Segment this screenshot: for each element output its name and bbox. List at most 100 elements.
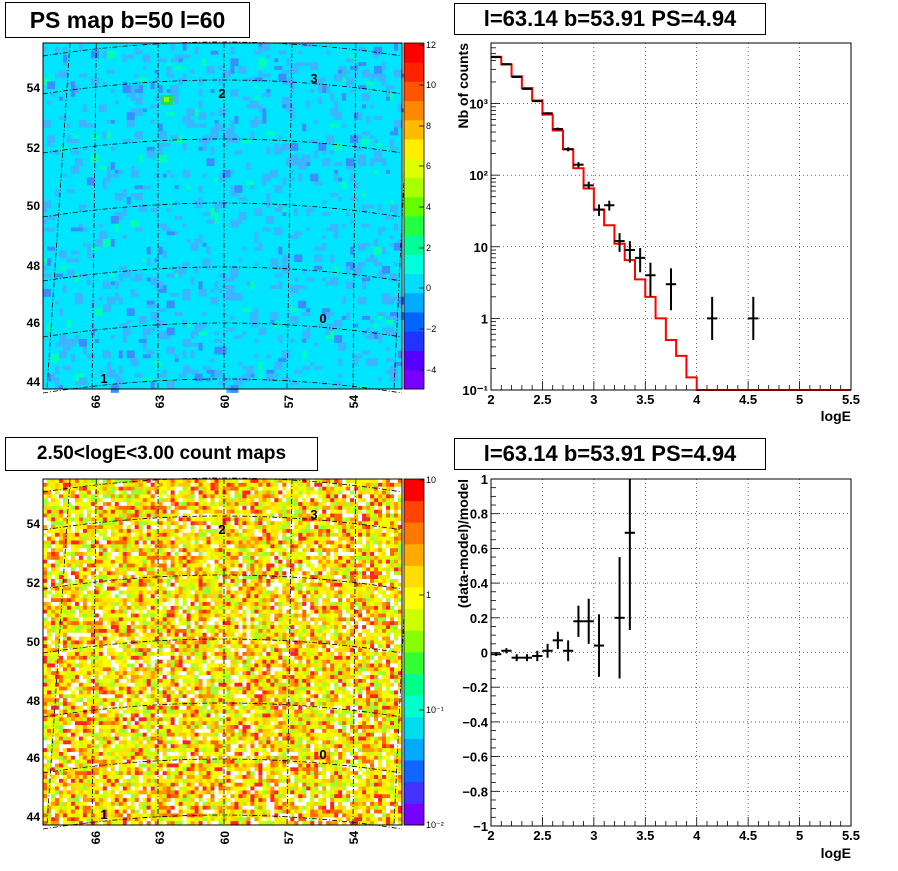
longitude-line xyxy=(352,478,357,826)
spectrum-x-tick-label: 4 xyxy=(693,392,701,407)
spectrum-y-tick-label: 10³ xyxy=(469,97,488,112)
longitude-line xyxy=(91,478,97,826)
residual-data-point xyxy=(491,652,502,656)
spectrum-y-tick-label: 1 xyxy=(481,311,488,326)
latitude-line xyxy=(42,574,403,590)
residuals-panel: 2 2.5 3 3.5 4 4.5 5 5.5 −1 −0.8 −0.6 −0.4 −0.2 0 0.2 0… xyxy=(455,472,860,861)
colorbar-segment xyxy=(404,139,424,159)
residual-data-point xyxy=(593,614,605,677)
spectrum-panel: 2 2.5 3 3.5 4 4.5 5 5.5 10⁻¹ 1 10 10² 10³ logE Nb o… xyxy=(455,42,860,424)
spectrum-data-point xyxy=(748,296,759,340)
map-x-tick-label: 57 xyxy=(282,395,296,409)
colorbar-segment xyxy=(404,369,424,390)
map-x-tick-label: 60 xyxy=(218,395,232,409)
colorbar-segment xyxy=(404,196,424,217)
residuals-y-tick-label: −0.6 xyxy=(462,750,488,765)
residuals-y-tick-label: 0.6 xyxy=(470,541,488,556)
colorbar-segment xyxy=(404,235,424,255)
colorbar-segment xyxy=(404,158,424,178)
colorbar-tick-label: −4 xyxy=(426,365,436,375)
residuals-x-tick-label: 3 xyxy=(590,828,597,843)
residuals-frame xyxy=(490,478,852,827)
spectrum-data-point xyxy=(635,248,646,273)
count-map-title: 2.50<logE<3.00 count maps xyxy=(5,437,318,471)
residual-data-point xyxy=(542,643,553,658)
residual-data-point xyxy=(563,640,574,662)
spectrum-y-label: Nb of counts xyxy=(455,43,471,129)
latitude-line xyxy=(42,814,403,830)
map-y-tick-label: 48 xyxy=(27,259,41,273)
spectrum-title: l=63.14 b=53.91 PS=4.94 xyxy=(454,3,766,35)
residuals-title: l=63.14 b=53.91 PS=4.94 xyxy=(454,438,766,470)
colorbar-segment xyxy=(404,479,424,502)
source-label: 2 xyxy=(218,522,225,537)
map-x-tick-label: 66 xyxy=(89,395,103,409)
spectrum-data-point xyxy=(532,100,543,103)
colorbar-segment xyxy=(404,760,424,783)
residual-data-point xyxy=(573,605,584,637)
spectrum-x-tick-label: 4.5 xyxy=(739,392,757,407)
colorbar-segment xyxy=(404,81,424,102)
colorbar-segment xyxy=(404,254,424,275)
ps-map-heatmap xyxy=(43,43,406,393)
colorbar-segment xyxy=(404,350,424,371)
model-step-line xyxy=(491,55,851,391)
residuals-y-tick-label: 0.4 xyxy=(470,576,489,591)
longitude-line xyxy=(91,42,97,390)
spectrum-x-tick-labels: 2 2.5 3 3.5 4 4.5 5 5.5 xyxy=(487,392,860,407)
count-map-frame xyxy=(42,478,403,826)
colorbar-segment xyxy=(404,43,424,63)
latitude-line xyxy=(42,515,403,531)
source-label: 2 xyxy=(218,86,225,101)
spectrum-x-label: logE xyxy=(821,408,851,424)
count-map-colorbar-tick-labels: 10 1 10⁻¹ 10⁻² xyxy=(419,475,444,830)
residuals-y-tick-label: −1 xyxy=(473,819,488,834)
colorbar-tick-label: 10 xyxy=(426,475,436,485)
residuals-x-tick-label: 3.5 xyxy=(636,828,654,843)
residual-data-point xyxy=(501,648,512,654)
residual-data-point xyxy=(511,654,522,662)
spectrum-data-point xyxy=(511,75,522,78)
map-y-tick-label: 48 xyxy=(27,694,41,708)
spectrum-data-point xyxy=(573,162,584,168)
source-label: 3 xyxy=(310,507,317,522)
colorbar-segment xyxy=(404,608,424,631)
latitude-line xyxy=(42,322,403,338)
count-map-colorbar xyxy=(403,478,425,826)
map-y-tick-label: 46 xyxy=(27,316,41,330)
ps-map-coordinate-grid xyxy=(42,41,411,394)
spectrum-x-tick-label: 2.5 xyxy=(533,392,551,407)
residuals-x-tick-label: 2 xyxy=(487,828,494,843)
spectrum-grid xyxy=(490,42,852,391)
ps-map-title: PS map b=50 l=60 xyxy=(5,2,250,38)
map-y-tick-label: 50 xyxy=(27,199,41,213)
ps-map-y-tick-labels: 54 52 50 48 46 44 xyxy=(27,81,41,389)
ps-map-frame xyxy=(42,42,403,390)
colorbar-segment xyxy=(404,587,424,610)
count-map-x-tick-labels: 66 63 60 57 54 xyxy=(89,831,361,845)
colorbar-tick-label: 10⁻² xyxy=(426,820,444,830)
residuals-x-tick-label: 2.5 xyxy=(533,828,551,843)
source-label: 1 xyxy=(100,371,107,386)
colorbar-tick-label: 8 xyxy=(426,121,431,131)
spectrum-data-point xyxy=(593,204,605,216)
map-x-tick-label: 54 xyxy=(347,395,361,409)
source-label: 3 xyxy=(310,71,317,86)
ps-map-colorbar-tick-labels: 12 10 8 6 4 2 0 −2 −4 xyxy=(419,40,436,375)
map-y-tick-label: 52 xyxy=(27,576,41,590)
residuals-x-tick-label: 4 xyxy=(693,828,701,843)
spectrum-x-tick-label: 5.5 xyxy=(842,392,860,407)
spectrum-model-line xyxy=(491,55,851,391)
spectrum-data-point xyxy=(614,233,625,252)
colorbar-segment xyxy=(404,216,424,236)
spectrum-data-point xyxy=(604,200,615,211)
spectrum-data-point xyxy=(501,63,512,66)
longitude-line xyxy=(286,42,293,390)
map-x-tick-label: 60 xyxy=(218,831,232,845)
latitude-line xyxy=(42,138,403,154)
map-x-tick-label: 57 xyxy=(282,831,296,845)
map-x-tick-label: 63 xyxy=(153,831,167,845)
map-y-tick-label: 54 xyxy=(27,81,41,95)
spectrum-x-tick-label: 2 xyxy=(487,392,494,407)
spectrum-y-tick-label: 10 xyxy=(474,240,488,255)
